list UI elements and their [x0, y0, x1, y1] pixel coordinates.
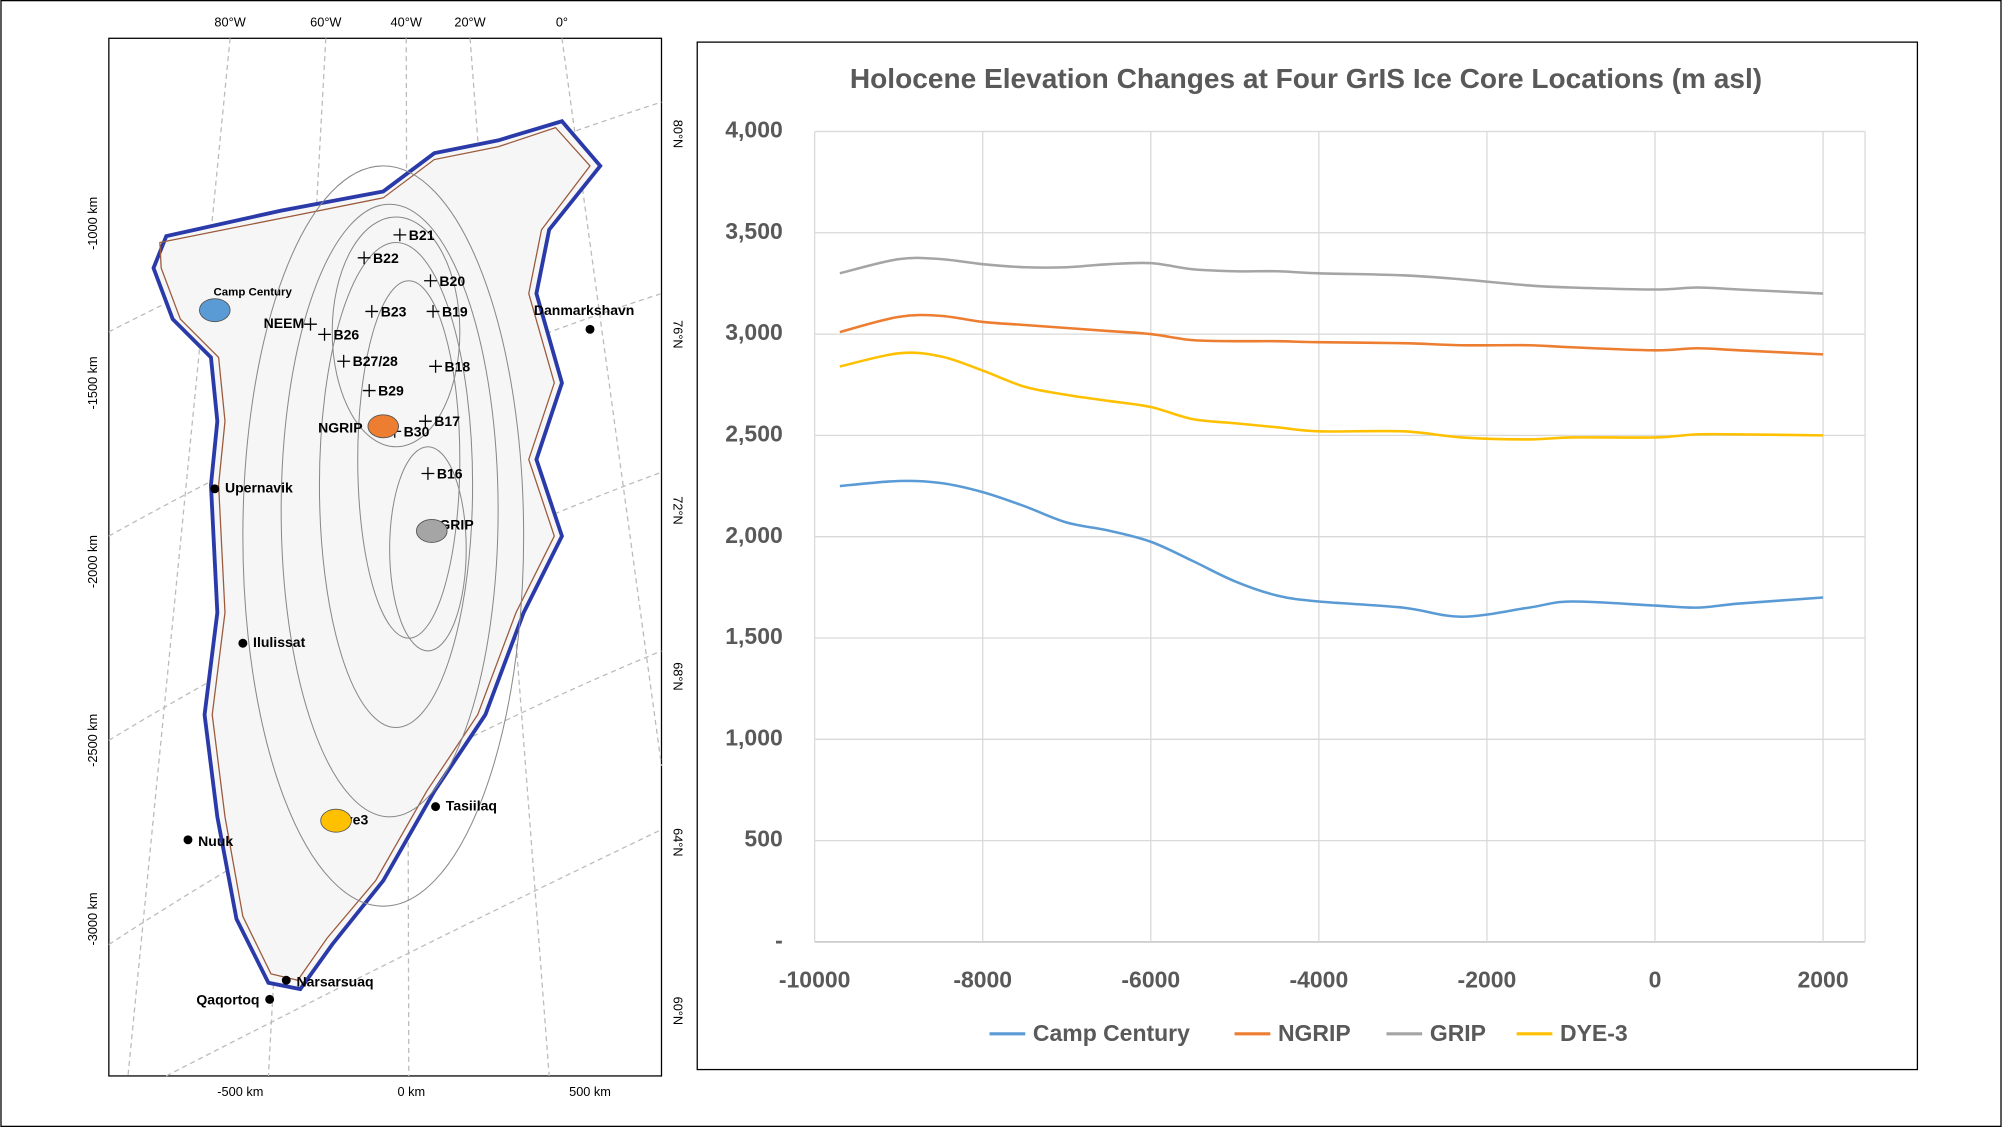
latitude-label: 64°N: [670, 828, 685, 857]
km-y-label: -3000 km: [85, 892, 100, 945]
borehole-label: B17: [434, 413, 460, 429]
site-marker: [367, 414, 400, 439]
borehole-label: B29: [378, 383, 404, 399]
site-label: Camp Century: [214, 286, 293, 298]
x-tick-label: -10000: [779, 967, 851, 993]
town-dot: [265, 994, 275, 1004]
y-tick-label: 3,500: [725, 218, 782, 244]
latitude-label: 72°N: [670, 496, 685, 525]
series-line: [839, 479, 1824, 619]
borehole-label: B27/28: [353, 353, 398, 369]
contours: [242, 165, 525, 907]
town-dot: [431, 802, 441, 812]
borehole-label: B22: [373, 250, 399, 266]
longitude-label: 80°W: [214, 14, 245, 29]
borehole-cross: [365, 305, 379, 318]
town-dot: [183, 835, 193, 845]
km-y-label: -1000 km: [85, 197, 100, 250]
borehole-cross: [393, 228, 407, 242]
km-x-label: 500 km: [569, 1084, 611, 1099]
site-marker: [199, 298, 231, 323]
borehole-label: B21: [409, 227, 435, 243]
site-label: GRIP: [439, 517, 473, 533]
borehole-label: B30: [404, 423, 430, 439]
borehole-cross: [362, 384, 376, 397]
borehole-label: NEEM: [264, 315, 305, 331]
km-y-label: -2000 km: [85, 535, 100, 588]
latitude-label: 76°N: [670, 320, 685, 349]
borehole-cross: [304, 317, 317, 331]
y-tick-label: 2,000: [725, 522, 782, 548]
borehole-cross: [424, 274, 437, 288]
town-label: Tasiilaq: [446, 797, 497, 813]
series-line: [839, 351, 1824, 441]
town-dot: [281, 975, 291, 985]
borehole-label: B16: [437, 465, 463, 481]
chart-title: Holocene Elevation Changes at Four GrIS …: [850, 63, 1762, 94]
site-label: NGRIP: [318, 420, 362, 436]
borehole-label: B18: [445, 358, 471, 374]
longitude-label: 0°: [556, 14, 568, 29]
town-label: Narsarsuaq: [296, 973, 373, 989]
legend-label: NGRIP: [1278, 1020, 1351, 1046]
borehole-label: B20: [439, 273, 465, 289]
borehole-label: B26: [333, 326, 359, 342]
y-tick-label: 3,000: [725, 319, 782, 345]
chart-frame: [696, 41, 1919, 1071]
longitude-label: 60°W: [310, 14, 341, 29]
y-tick-label: 4,000: [725, 117, 782, 143]
ice-sheet: [151, 119, 603, 992]
borehole-label: B19: [442, 303, 468, 319]
longitude-label: 40°W: [391, 14, 422, 29]
series-line: [839, 313, 1824, 356]
coastline: [159, 126, 591, 981]
y-tick-label: 1,500: [725, 623, 782, 649]
legend-label: GRIP: [1430, 1020, 1486, 1046]
town-label: Qaqortoq: [196, 991, 259, 1007]
x-tick-label: -4000: [1289, 967, 1348, 993]
x-tick-label: -2000: [1458, 967, 1517, 993]
town-label: Nuuk: [198, 833, 233, 849]
latitude-label: 80°N: [670, 120, 685, 149]
series-line: [839, 256, 1824, 295]
x-tick-label: 0: [1649, 967, 1662, 993]
borehole-cross: [429, 359, 442, 373]
km-y-label: -2500 km: [85, 714, 100, 767]
borehole-cross: [418, 414, 432, 428]
borehole-cross: [337, 354, 351, 368]
km-x-label: 0 km: [398, 1084, 426, 1099]
town-label: Danmarkshavn: [534, 302, 635, 318]
town-dot: [210, 484, 220, 494]
site-marker: [415, 519, 448, 543]
borehole-label: B23: [381, 303, 407, 319]
site-marker: [320, 808, 352, 833]
town-dot: [238, 638, 248, 648]
longitude-label: 20°W: [454, 14, 485, 29]
x-tick-label: 2000: [1798, 967, 1849, 993]
borehole-cross: [357, 251, 371, 265]
y-tick-label: -: [775, 927, 783, 953]
borehole-cross: [426, 305, 440, 318]
town-label: Ilulissat: [253, 634, 306, 650]
y-tick-label: 500: [744, 826, 782, 852]
x-tick-label: -8000: [953, 967, 1012, 993]
legend-label: DYE-3: [1560, 1020, 1628, 1046]
town-dot: [585, 324, 595, 334]
map: Camp CenturyNGRIPGRIPDye3B21B22B20B23B19…: [85, 14, 686, 1099]
x-tick-label: -6000: [1121, 967, 1180, 993]
km-x-label: -500 km: [217, 1084, 263, 1099]
y-tick-label: 2,500: [725, 420, 782, 446]
town-label: Upernavik: [225, 480, 293, 496]
km-y-label: -1500 km: [85, 356, 100, 409]
borehole-cross: [318, 328, 331, 341]
legend-label: Camp Century: [1033, 1020, 1190, 1046]
latitude-label: 60°N: [670, 997, 685, 1026]
y-tick-label: 1,000: [725, 724, 782, 750]
latitude-label: 68°N: [670, 662, 685, 691]
borehole-cross: [421, 467, 435, 480]
